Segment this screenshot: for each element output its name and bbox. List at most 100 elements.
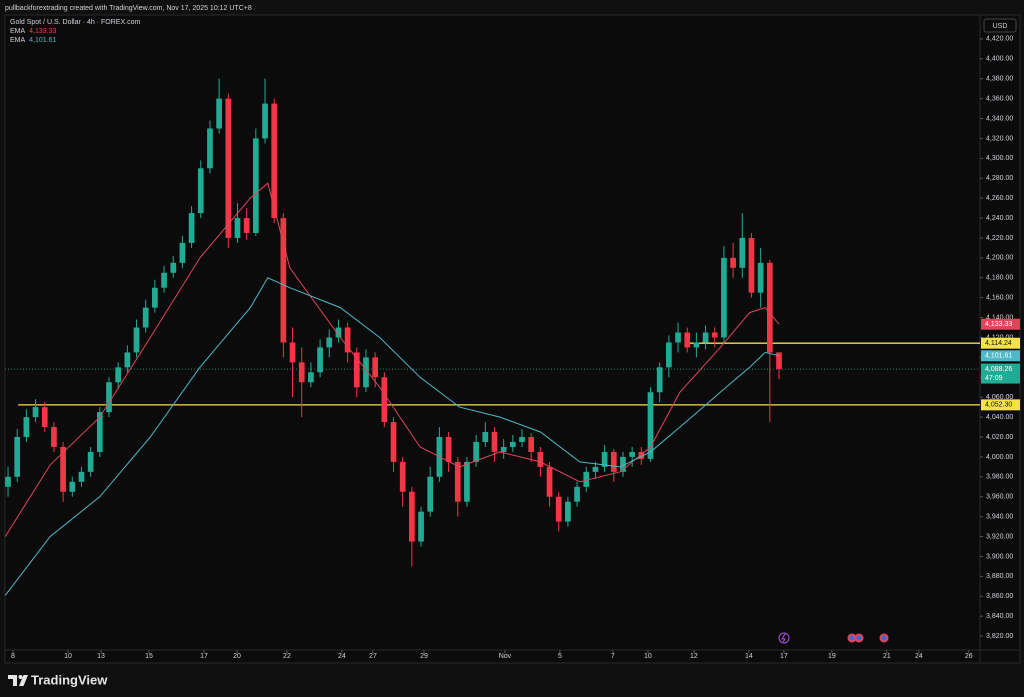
candle-body	[170, 262, 177, 273]
x-tick-label: 19	[828, 653, 836, 660]
candle-body	[142, 307, 149, 328]
last-price-label: 4,088.26	[985, 366, 1012, 373]
y-tick-label: 4,020.00	[986, 434, 1013, 441]
candle-body	[711, 332, 718, 338]
candle-body	[601, 451, 608, 467]
candle-body	[115, 367, 122, 383]
candle-body	[289, 342, 296, 363]
candle-body	[317, 347, 323, 373]
candle-body	[60, 446, 66, 492]
ema-label: 4,133.33	[985, 321, 1012, 328]
x-tick-label: 24	[915, 653, 923, 660]
y-tick-label: 4,260.00	[986, 195, 1013, 202]
candle-body	[344, 327, 351, 353]
y-tick-label: 4,360.00	[986, 95, 1013, 102]
y-tick-label: 4,180.00	[986, 275, 1013, 282]
brand-logo	[8, 675, 28, 686]
candle-body	[188, 213, 195, 243]
brand-name: TradingView	[31, 672, 108, 687]
candle-body	[620, 456, 626, 472]
candle-body	[766, 262, 773, 353]
candle-body	[372, 357, 379, 378]
x-tick-label: 24	[338, 653, 346, 660]
candle-body	[298, 362, 305, 383]
x-tick-label: 13	[97, 653, 105, 660]
candle-body	[335, 327, 342, 338]
y-tick-label: 3,940.00	[986, 513, 1013, 520]
event-icons	[778, 632, 889, 644]
unit-box	[983, 18, 1017, 33]
candle-body	[574, 486, 580, 502]
x-tick-label: 7	[611, 653, 615, 660]
plot-frame	[4, 14, 1021, 664]
candle-body	[500, 446, 507, 452]
candle-body	[675, 332, 681, 343]
legend-entry: EMA 4,101.61	[10, 37, 57, 44]
candle-body	[308, 372, 314, 383]
x-tick-label: 5	[558, 653, 562, 660]
candle-body	[656, 367, 663, 393]
ema-line	[4, 277, 780, 596]
level-label: 4,114.24	[985, 340, 1012, 347]
x-tick-label: 12	[690, 653, 698, 660]
level-badge	[981, 399, 1020, 411]
candle-body	[96, 412, 103, 452]
y-tick-label: 4,160.00	[986, 295, 1013, 302]
x-tick-label: 10	[644, 653, 652, 660]
candle-body	[124, 352, 131, 368]
y-tick-label: 4,400.00	[986, 56, 1013, 63]
candle-body	[666, 342, 672, 368]
y-tick-label: 4,340.00	[986, 115, 1013, 122]
candle-body	[509, 441, 516, 447]
candle-body	[353, 352, 360, 388]
countdown: 47:09	[985, 375, 1003, 382]
candle-body	[638, 451, 645, 459]
candle-body	[482, 432, 489, 442]
legend-value: 4,133.33	[29, 28, 56, 35]
candle-body	[693, 342, 700, 348]
ema-label: 4,101.61	[985, 353, 1012, 360]
y-tick-label: 4,300.00	[986, 155, 1013, 162]
candle-body	[133, 327, 140, 353]
candle-body	[592, 466, 599, 472]
candle-body	[5, 476, 11, 487]
candle-body	[216, 98, 222, 129]
candle-body	[41, 407, 48, 428]
x-tick-label: 10	[64, 653, 72, 660]
y-tick-label: 4,000.00	[986, 454, 1013, 461]
candle-body	[610, 451, 617, 472]
candle-body	[629, 451, 635, 457]
candle-body	[399, 461, 406, 492]
y-tick-label: 4,280.00	[986, 175, 1013, 182]
candle-body	[32, 407, 39, 418]
y-tick-label: 3,980.00	[986, 474, 1013, 481]
candle-body	[23, 417, 30, 438]
ema-badge	[981, 318, 1020, 330]
chart-title: Gold Spot / U.S. Dollar · 4h · FOREX.com	[10, 19, 140, 26]
candle-body	[381, 377, 388, 423]
y-tick-label: 4,320.00	[986, 135, 1013, 142]
candle-body	[179, 242, 186, 263]
y-tick-label: 3,920.00	[986, 533, 1013, 540]
y-tick-label: 4,240.00	[986, 215, 1013, 222]
ema-badge	[981, 350, 1020, 362]
x-tick-label: 14	[745, 653, 753, 660]
candle-body	[491, 432, 498, 452]
candle-body	[161, 272, 167, 288]
candle-body	[234, 218, 241, 238]
candle-body	[243, 218, 250, 233]
y-tick-label: 4,200.00	[986, 255, 1013, 262]
candle-body	[776, 352, 782, 370]
y-tick-label: 3,840.00	[986, 613, 1013, 620]
candle-body	[271, 103, 278, 219]
candle-body	[583, 471, 590, 487]
candle-body	[730, 257, 736, 268]
y-tick-label: 3,820.00	[986, 633, 1013, 640]
candle-body	[69, 481, 76, 492]
candle-body	[326, 337, 333, 348]
candle-body	[537, 451, 544, 467]
candle-body	[565, 501, 571, 522]
y-tick-label: 3,860.00	[986, 593, 1013, 600]
x-tick-label: 15	[145, 653, 153, 660]
